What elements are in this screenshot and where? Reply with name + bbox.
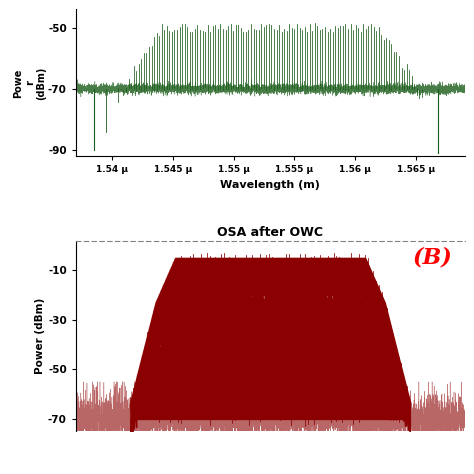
Y-axis label: Powe
r
(dBm): Powe r (dBm) <box>13 66 46 100</box>
Title: OSA after OWC: OSA after OWC <box>217 227 323 239</box>
Text: (B): (B) <box>413 246 453 268</box>
X-axis label: Wavelength (m): Wavelength (m) <box>220 180 320 190</box>
Y-axis label: Power (dBm): Power (dBm) <box>35 298 45 374</box>
